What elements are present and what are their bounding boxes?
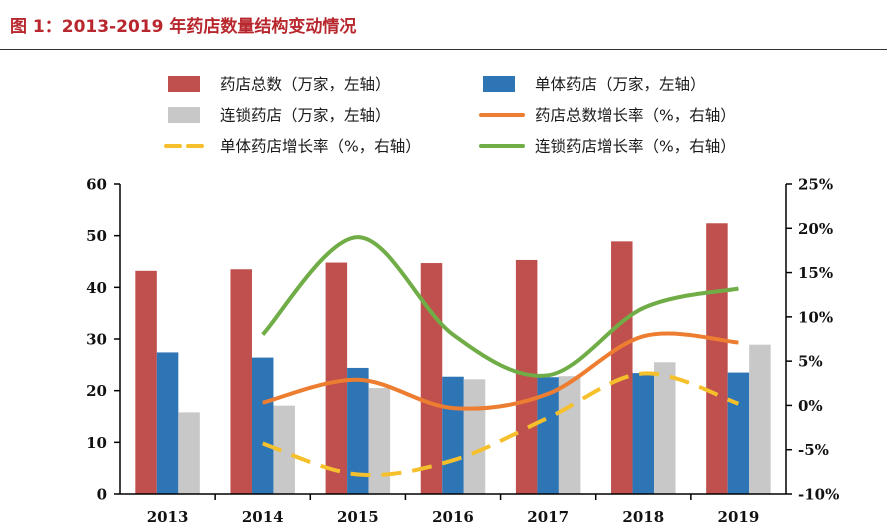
legend-item-3: 连锁药店（万家，左轴）	[168, 107, 391, 125]
right-tick-label: -5%	[798, 441, 829, 459]
left-tick-label: 50	[86, 227, 107, 245]
x-tick-label: 2019	[718, 508, 760, 526]
bar-series	[135, 223, 771, 494]
legend-item-1: 药店总数（万家，左轴）	[168, 76, 391, 94]
x-tick-label: 2013	[147, 508, 189, 526]
left-tick-label: 60	[86, 176, 107, 194]
x-tick-label: 2016	[432, 508, 474, 526]
legend-label: 单体药店（万家，左轴）	[535, 76, 706, 94]
right-tick-label: 0%	[798, 397, 823, 415]
legend-swatch-bar	[483, 76, 515, 92]
bar-2-2019	[727, 372, 750, 494]
x-tick-label: 2015	[337, 508, 379, 526]
bar-3-2018	[654, 362, 676, 494]
axes: 0 10 20 30 40 50 60 -10% -5% 0% 5% 10% 15% 20% 25% 2013…	[86, 176, 839, 527]
legend-swatch-bar	[168, 107, 200, 123]
figure-title: 图 1：2013-2019 年药店数量结构变动情况	[10, 17, 357, 37]
legend-item-5: 单体药店增长率（%，右轴）	[164, 138, 421, 156]
bar-2-2015	[347, 367, 369, 494]
bar-2-2014	[251, 357, 274, 494]
bar-1-2013	[135, 270, 157, 494]
bar-2-2018	[632, 373, 655, 494]
left-tick-label: 20	[86, 382, 107, 400]
legend-label: 连锁药店增长率（%，右轴）	[535, 138, 736, 156]
legend-item-2: 单体药店（万家，左轴）	[483, 76, 706, 94]
bar-1-2015	[325, 262, 348, 494]
left-tick-label: 0	[97, 486, 107, 504]
legend-item-6: 连锁药店增长率（%，右轴）	[479, 138, 736, 156]
line-series-2	[262, 371, 740, 478]
title-rule	[0, 49, 887, 50]
x-tick-label: 2018	[622, 508, 664, 526]
right-tick-label: 10%	[798, 308, 833, 326]
x-tick-label: 2014	[242, 508, 284, 526]
bar-2-2013	[156, 352, 179, 494]
left-tick-label: 40	[86, 279, 107, 297]
bar-1-2016	[420, 263, 443, 494]
left-tick-label: 10	[86, 434, 107, 452]
line-series	[261, 235, 740, 478]
bar-1-2017	[515, 259, 538, 494]
bar-1-2014	[230, 269, 252, 494]
bar-3-2019	[749, 344, 771, 494]
left-tick-label: 30	[86, 331, 107, 349]
right-tick-label: 20%	[798, 220, 833, 238]
bar-3-2016	[463, 379, 486, 494]
bar-3-2017	[558, 376, 581, 494]
legend-label: 连锁药店（万家，左轴）	[220, 107, 391, 125]
legend: 药店总数（万家，左轴） 单体药店（万家，左轴） 连锁药店（万家，左轴） 药店总数增长率…	[164, 76, 736, 156]
bar-2-2016	[442, 376, 464, 494]
right-tick-label: -10%	[798, 486, 839, 504]
bar-1-2019	[706, 223, 728, 494]
legend-label: 药店总数增长率（%，右轴）	[535, 107, 736, 125]
line-series-3	[261, 235, 739, 378]
bar-3-2013	[178, 412, 200, 494]
bar-3-2014	[273, 405, 295, 494]
legend-label: 药店总数（万家，左轴）	[220, 76, 391, 94]
right-tick-label: 25%	[798, 176, 833, 194]
x-tick-label: 2017	[527, 508, 569, 526]
legend-label: 单体药店增长率（%，右轴）	[220, 138, 421, 156]
bar-2-2017	[537, 377, 559, 494]
right-tick-label: 5%	[798, 353, 823, 371]
legend-swatch-bar	[168, 76, 200, 92]
right-tick-label: 15%	[798, 264, 833, 282]
legend-item-4: 药店总数增长率（%，右轴）	[479, 107, 736, 125]
bar-3-2015	[368, 388, 391, 494]
bar-1-2018	[611, 241, 633, 494]
line-series-1	[262, 331, 739, 411]
